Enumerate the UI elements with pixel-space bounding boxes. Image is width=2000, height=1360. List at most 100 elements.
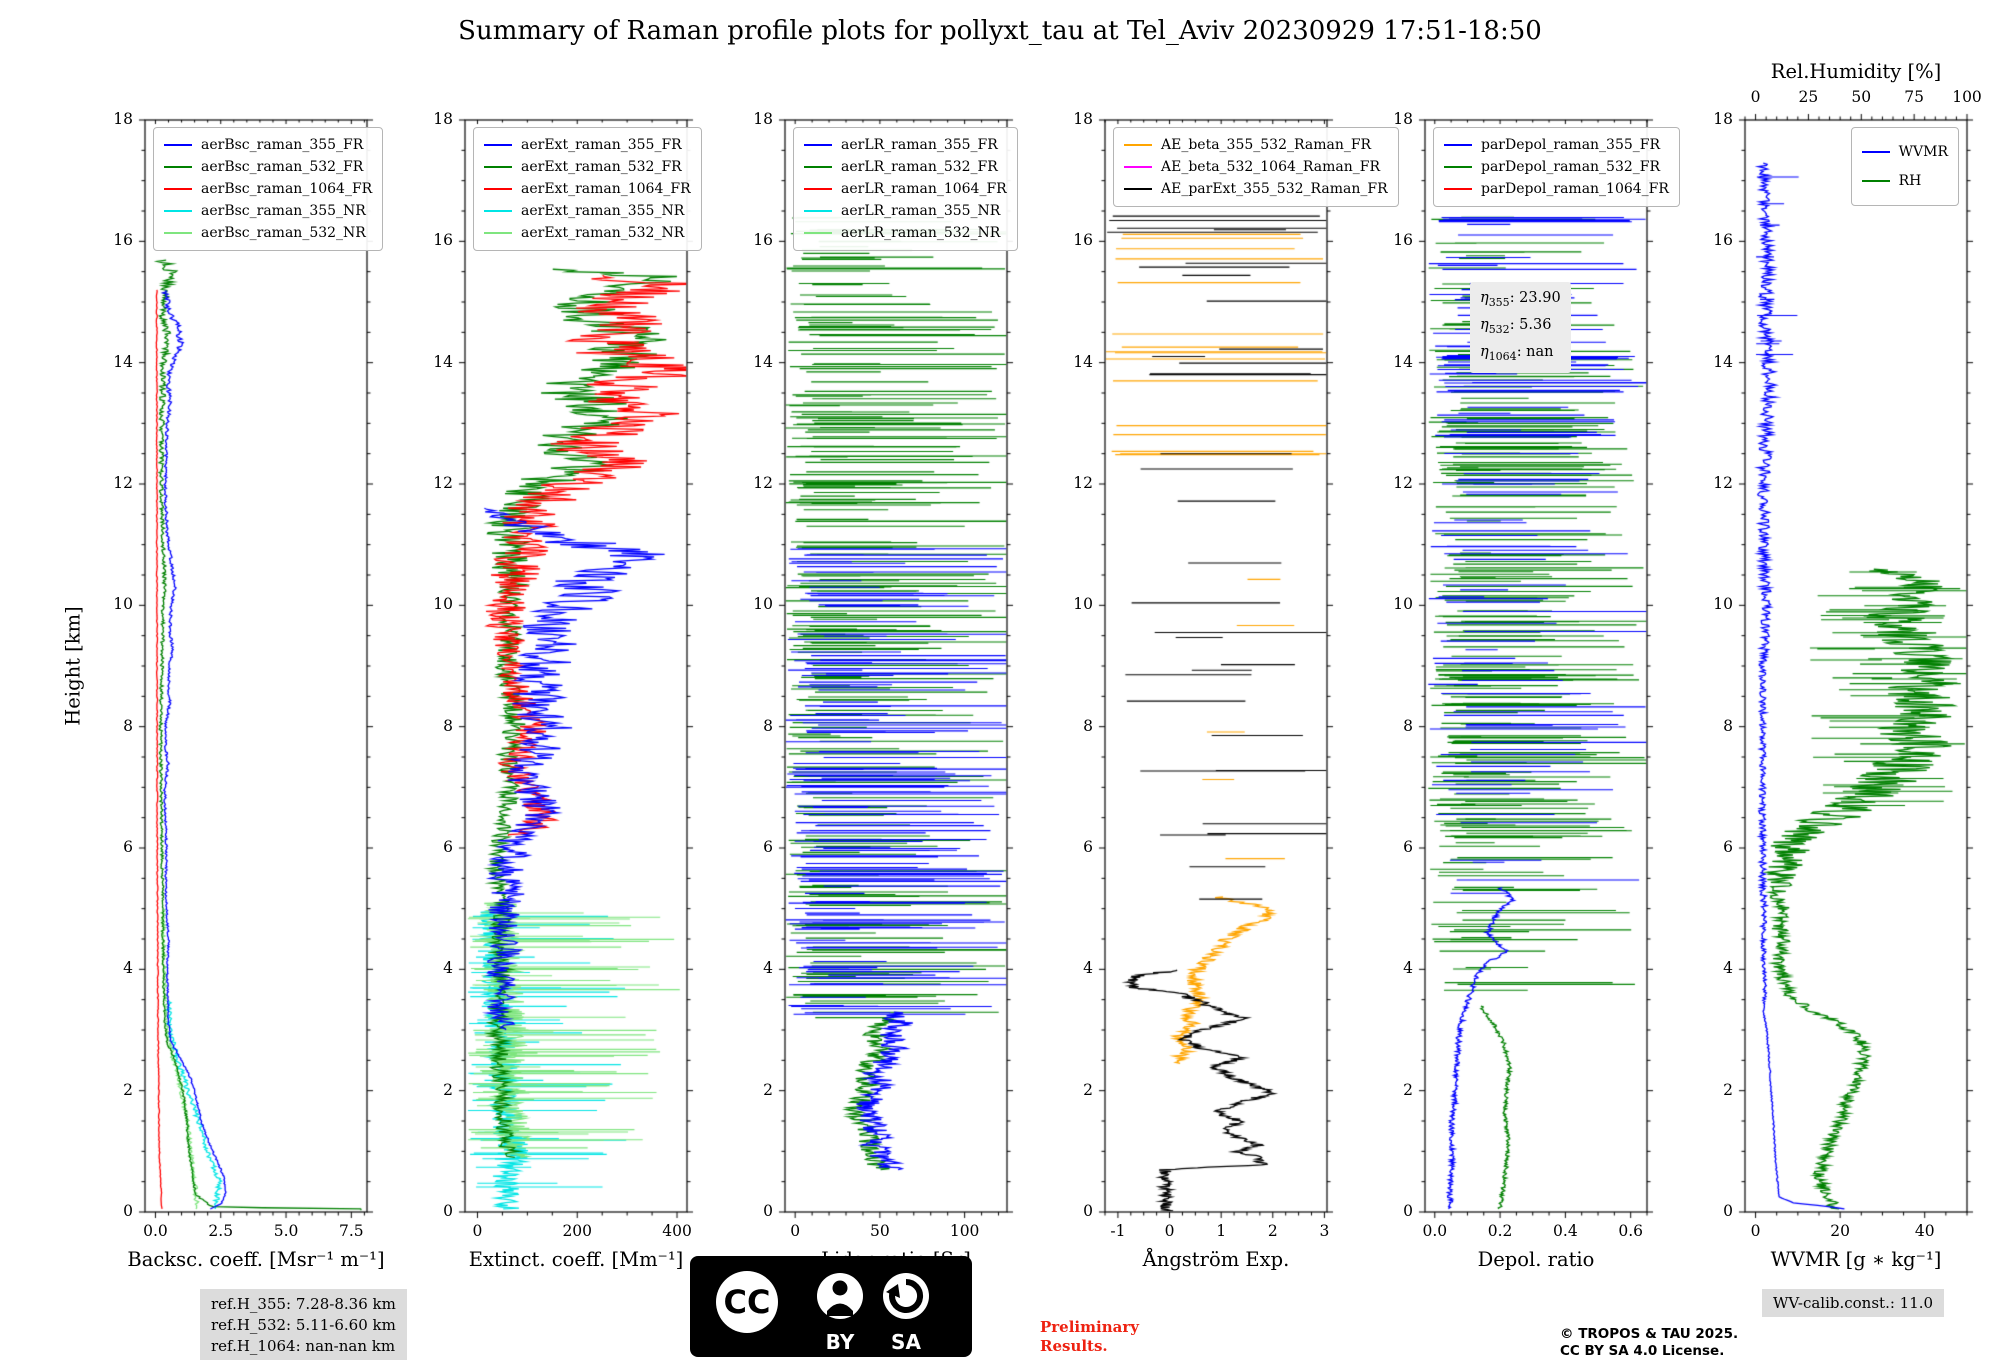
p2-xtick-0: 0: [472, 1222, 483, 1240]
reference-height-box: ref.H_355: 7.28-8.36 km ref.H_532: 5.11-…: [200, 1289, 407, 1360]
by-person-body: [827, 1303, 853, 1316]
cc-license-badge: CC BY SA: [690, 1256, 972, 1357]
legend-label: aerLR_raman_1064_FR: [841, 181, 1007, 197]
p1-ytick-2: 2: [123, 1080, 133, 1099]
legend-line-swatch: [804, 188, 832, 190]
p6-ytick-16: 16: [1713, 231, 1733, 250]
p4-ytick-6: 6: [1083, 838, 1093, 856]
p4-ytick-18: 18: [1073, 110, 1093, 128]
p2-ytick-6: 6: [443, 838, 453, 856]
p3-ytick-4: 4: [763, 959, 773, 978]
by-person-icon: [817, 1273, 863, 1319]
legend-item-aerLR_raman_355_FR: aerLR_raman_355_FR: [804, 134, 1007, 156]
legend-label: aerBsc_raman_532_FR: [201, 159, 364, 175]
p6-xtick-0: 0: [1750, 1222, 1761, 1240]
p4-xtick-0: 0: [1164, 1222, 1175, 1240]
by-person-head: [832, 1280, 848, 1296]
p3-ytick-2: 2: [763, 1080, 773, 1099]
legend-line-swatch: [164, 166, 192, 168]
p2-xtick-200: 200: [562, 1222, 593, 1240]
legend-line-swatch: [484, 188, 512, 190]
p4-xaxis-label: Ångström Exp.: [1142, 1248, 1290, 1271]
wv-calib-box: WV-calib.const.: 11.0: [1762, 1289, 1945, 1317]
legend-item-AE_beta_532_1064_Raman_FR: AE_beta_532_1064_Raman_FR: [1124, 156, 1388, 178]
legend-label: WVMR: [1898, 144, 1948, 160]
eta-532-row: η532: 5.36: [1480, 316, 1552, 336]
cc-icon-label: CC: [724, 1283, 771, 1321]
p1-ytick-6: 6: [123, 838, 133, 856]
p1-ytick-16: 16: [113, 231, 133, 250]
legend-item-aerLR_raman_532_FR: aerLR_raman_532_FR: [804, 156, 1007, 178]
legend-label: parDepol_raman_355_FR: [1481, 137, 1661, 153]
legend-line-swatch: [164, 188, 192, 190]
p2-xaxis-label: Extinct. coeff. [Mm⁻¹]: [468, 1248, 684, 1271]
legend-line-swatch: [1861, 151, 1890, 153]
p6-ytick-2: 2: [1723, 1080, 1733, 1099]
p6-ytick-10: 10: [1713, 595, 1733, 614]
legend-line-swatch: [1444, 188, 1472, 190]
legend-item-aerBsc_raman_532_FR: aerBsc_raman_532_FR: [164, 156, 372, 178]
p3-xtick-50: 50: [870, 1222, 890, 1240]
legend-item-aerExt_raman_532_FR: aerExt_raman_532_FR: [484, 156, 691, 178]
preliminary-line1: Preliminary: [1040, 1318, 1139, 1336]
legend-item-RH: RH: [1861, 170, 1948, 192]
legend-line-swatch: [164, 232, 192, 234]
legend-line-swatch: [484, 166, 512, 168]
legend-line-swatch: [484, 144, 512, 146]
p4-ytick-12: 12: [1073, 474, 1093, 492]
legend-label: aerBsc_raman_355_FR: [201, 137, 364, 153]
p1-ytick-14: 14: [113, 352, 133, 371]
p5-xtick-0.4: 0.4: [1553, 1222, 1578, 1240]
p5-ytick-18: 18: [1393, 110, 1413, 128]
legend-line-swatch: [1444, 166, 1472, 168]
legend-line-swatch: [484, 232, 512, 234]
legend-label: aerBsc_raman_532_NR: [201, 225, 366, 241]
legend-label: aerExt_raman_532_NR: [521, 225, 685, 241]
p2-ytick-14: 14: [433, 352, 453, 371]
p4-ytick-8: 8: [1083, 716, 1093, 735]
p6-xaxis-label: WVMR [g ∗ kg⁻¹]: [1770, 1248, 1942, 1271]
p2-ytick-18: 18: [433, 110, 453, 128]
p5-ytick-4: 4: [1403, 959, 1413, 978]
copyright-line2: CC BY SA 4.0 License.: [1560, 1343, 1725, 1359]
legend-item-AE_beta_355_532_Raman_FR: AE_beta_355_532_Raman_FR: [1124, 134, 1388, 156]
sa-arrow-head: [886, 1284, 900, 1298]
legend-line-swatch: [804, 166, 832, 168]
p6-toptick-0: 0: [1750, 88, 1761, 106]
legend-item-parDepol_raman_532_FR: parDepol_raman_532_FR: [1444, 156, 1669, 178]
legend-item-aerLR_raman_1064_FR: aerLR_raman_1064_FR: [804, 178, 1007, 200]
p6-toptick-75: 75: [1904, 88, 1925, 106]
legend-line-swatch: [1444, 144, 1472, 146]
p4-ytick-4: 4: [1083, 959, 1093, 978]
legend-item-aerLR_raman_355_NR: aerLR_raman_355_NR: [804, 200, 1007, 222]
p5-ytick-12: 12: [1393, 474, 1413, 492]
eta-355-row: η355: 23.90: [1480, 290, 1561, 309]
cc-icon: [716, 1271, 778, 1333]
p6-toptick-25: 25: [1798, 88, 1819, 106]
p2-ytick-16: 16: [433, 231, 453, 250]
legend-label: parDepol_raman_1064_FR: [1481, 181, 1669, 197]
legend-item-aerExt_raman_355_FR: aerExt_raman_355_FR: [484, 134, 691, 156]
p6-ytick-12: 12: [1713, 474, 1733, 492]
p2-ytick-2: 2: [443, 1080, 453, 1099]
p4-xtick--1: -1: [1110, 1222, 1126, 1240]
legend-item-aerExt_raman_355_NR: aerExt_raman_355_NR: [484, 200, 691, 222]
p5-xaxis-label: Depol. ratio: [1477, 1248, 1595, 1271]
p6-legend: WVMR RH: [1850, 127, 1959, 206]
p1-xaxis-label: Backsc. coeff. [Msr⁻¹ m⁻¹]: [127, 1248, 385, 1271]
p3-ytick-6: 6: [763, 838, 773, 856]
legend-label: aerExt_raman_1064_FR: [521, 181, 691, 197]
copyright-note: © TROPOS & TAU 2025. CC BY SA 4.0 Licens…: [1560, 1326, 1738, 1360]
legend-line-swatch: [1124, 166, 1152, 168]
legend-item-aerBsc_raman_355_NR: aerBsc_raman_355_NR: [164, 200, 372, 222]
p3-ytick-8: 8: [763, 716, 773, 735]
legend-label: AE_beta_355_532_Raman_FR: [1161, 137, 1372, 153]
legend-line-swatch: [484, 210, 512, 212]
p1-ytick-4: 4: [123, 959, 133, 978]
p1-xtick-7.5: 7.5: [339, 1222, 364, 1240]
ref-height-355: ref.H_355: 7.28-8.36 km: [211, 1295, 396, 1313]
legend-line-swatch: [804, 210, 832, 212]
legend-line-swatch: [1124, 144, 1152, 146]
